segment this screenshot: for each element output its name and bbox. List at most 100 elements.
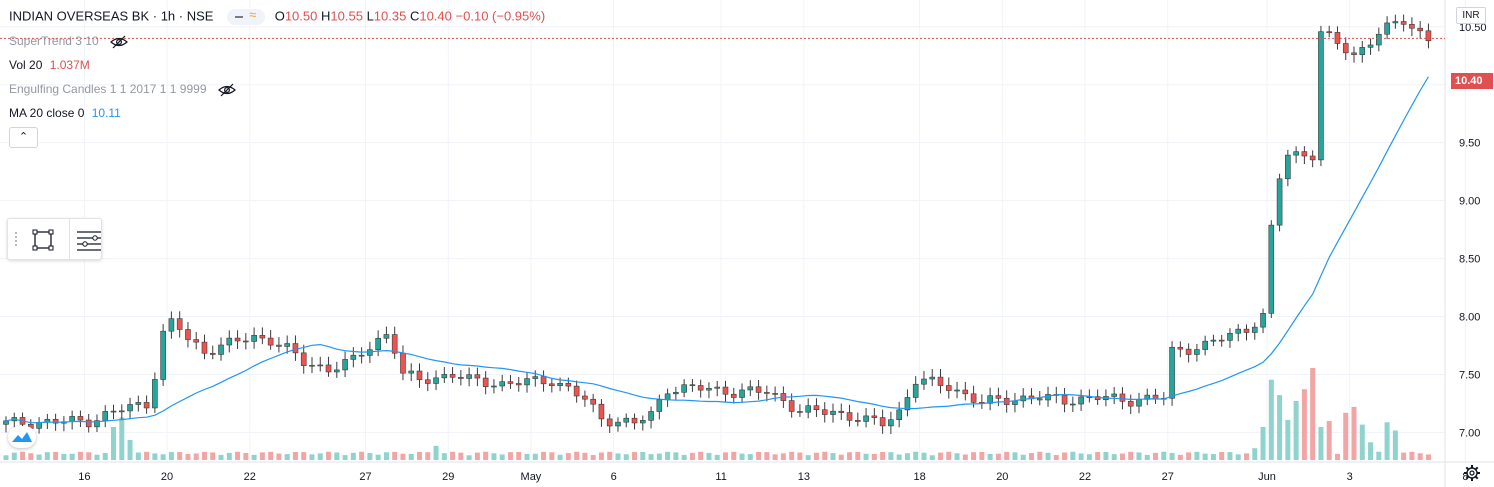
candle-body [416, 370, 423, 381]
candle-body [879, 417, 886, 427]
candle-body [1152, 394, 1159, 400]
volume-bar [946, 451, 952, 460]
candle-body [598, 403, 605, 420]
currency-label[interactable]: INR [1456, 7, 1486, 24]
volume-bar [764, 452, 770, 460]
volume-bar [995, 453, 1001, 460]
candle-body [424, 379, 431, 384]
close-value: 10.40 [419, 8, 452, 24]
volume-bar [1103, 452, 1109, 460]
volume-bar [623, 454, 629, 460]
volume-bar [1260, 426, 1266, 460]
candle-body [590, 398, 596, 405]
volume-bar [433, 445, 439, 460]
volume-bar [450, 451, 456, 460]
ma-legend[interactable]: MA 20 close 0 10.11 [9, 106, 121, 120]
candle-body [342, 359, 348, 371]
candle-body [102, 411, 109, 421]
engulfing-legend[interactable]: Engulfing Candles 1 1 2017 1 1 9999 [9, 82, 236, 97]
volume-bar [226, 452, 232, 460]
candle-body [1268, 224, 1275, 314]
candle-body [1218, 339, 1225, 342]
volume-bar [1136, 452, 1142, 460]
select-frame-icon[interactable] [32, 229, 54, 251]
volume-bar [1351, 406, 1357, 460]
volume-bar [888, 452, 894, 460]
candle-body [797, 411, 803, 413]
candle-body [1384, 22, 1390, 35]
candle-body [3, 420, 9, 425]
volume-bar [847, 452, 853, 460]
market-status-badge[interactable]: ≈ [227, 8, 266, 25]
volume-bar [516, 451, 522, 460]
candle-body [830, 410, 836, 415]
candle-body [367, 349, 373, 356]
settings-lines-icon[interactable] [76, 229, 102, 251]
volume-bar [342, 455, 348, 460]
dash-icon [235, 16, 244, 18]
eye-off-icon[interactable] [217, 83, 236, 97]
volume-bar [1219, 451, 1225, 460]
volume-bar [160, 454, 166, 460]
volume-bar [383, 452, 389, 460]
candle-body [1169, 346, 1175, 399]
volume-bar [326, 451, 332, 460]
candle-body [1045, 394, 1051, 401]
candle-body [639, 420, 646, 424]
candle-body [267, 337, 274, 346]
candle-body [474, 374, 481, 379]
volume-bar [656, 453, 662, 460]
volume-bar [731, 451, 737, 460]
eye-off-icon[interactable] [110, 35, 128, 49]
candle-body [127, 404, 133, 412]
volume-bar [359, 451, 365, 460]
tradingview-logo-icon[interactable] [8, 426, 36, 448]
candle-body [52, 418, 59, 424]
candle-body [110, 410, 117, 413]
candle-body [160, 330, 166, 380]
volume-bar [1086, 454, 1092, 460]
volume-bar [235, 451, 241, 460]
volume-bar [1028, 453, 1034, 460]
volume-bar [53, 451, 59, 460]
supertrend-legend[interactable]: SuperTrend 3 10 [9, 34, 128, 49]
drag-handle-icon[interactable] [14, 231, 18, 247]
drawing-toolbar[interactable] [7, 218, 102, 260]
volume-bar [1392, 430, 1398, 460]
volume-bar [259, 452, 265, 460]
volume-bar [706, 452, 712, 460]
volume-bar [1020, 454, 1026, 460]
volume-bar [243, 452, 249, 460]
candle-body [391, 334, 398, 354]
volume-bar [615, 453, 621, 460]
volume-bar [805, 455, 811, 460]
candle-body [333, 369, 340, 373]
candle-body [317, 364, 324, 367]
volume-bar [350, 452, 356, 460]
volume-bar [127, 439, 133, 460]
volume-bar [640, 452, 646, 460]
candle-body [921, 378, 927, 385]
volume-bar [86, 452, 92, 460]
candle-body [350, 354, 357, 360]
candle-body [714, 386, 721, 389]
candle-body [871, 415, 878, 418]
volume-bar [20, 451, 26, 460]
volume-legend[interactable]: Vol 20 1.037M [9, 58, 90, 72]
candle-body [466, 374, 472, 379]
candle-body [77, 416, 84, 421]
candle-body [706, 387, 712, 391]
candle-body [838, 410, 845, 413]
volume-bar [1037, 451, 1043, 460]
candle-body [772, 393, 778, 395]
volume-bar [1326, 421, 1332, 460]
x-tick-label: 18 [913, 471, 925, 483]
candle-body [276, 344, 282, 347]
gear-icon[interactable] [1463, 464, 1481, 482]
candle-body [565, 383, 572, 387]
collapse-legend-button[interactable]: ⌃ [9, 127, 38, 148]
volume-bar [193, 453, 199, 460]
volume-bar [466, 455, 472, 460]
volume-bar [1095, 452, 1101, 460]
